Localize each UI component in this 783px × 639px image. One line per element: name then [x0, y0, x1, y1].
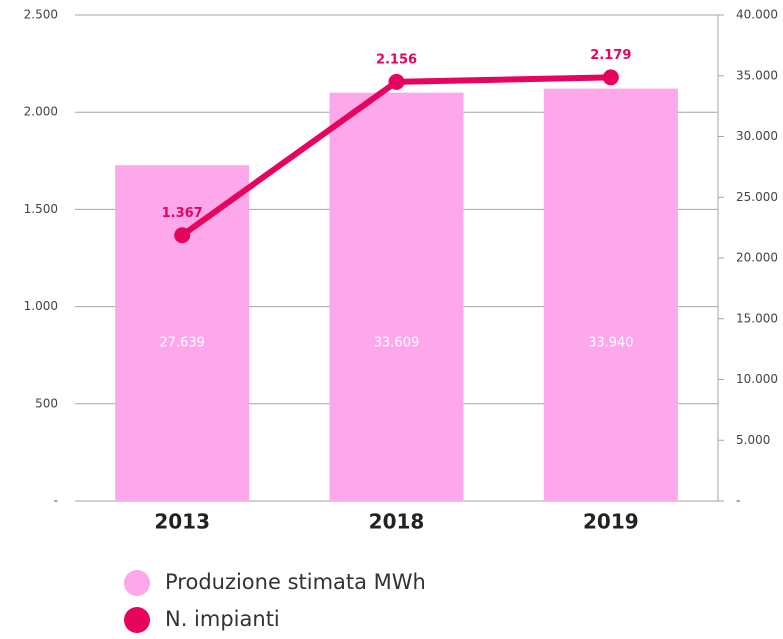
bar-value-label: 33.940: [588, 336, 634, 351]
legend-label: N. impianti: [165, 607, 280, 631]
y-tick-label: 1.500: [24, 202, 58, 216]
y2-tick-label: 5.000: [736, 433, 770, 447]
bar: [329, 92, 464, 502]
y2-tick-label: 35.000: [736, 68, 778, 82]
x-tick-label: 2018: [369, 510, 425, 534]
bar-value-label: 27.639: [159, 336, 205, 351]
y2-tick-label: 10.000: [736, 372, 778, 386]
line-value-label: 1.367: [162, 206, 203, 221]
y-tick-label: 2.000: [24, 105, 58, 119]
legend-swatch: [124, 570, 150, 596]
line-point: [602, 69, 619, 86]
y-tick-label: -: [54, 494, 58, 508]
bar: [543, 88, 678, 501]
y2-tick-label: 25.000: [736, 190, 778, 204]
line-point: [388, 73, 405, 90]
x-tick-label: 2019: [583, 510, 639, 534]
line-value-label: 2.179: [590, 48, 631, 63]
y-tick-label: 1.000: [24, 299, 58, 313]
legend-swatch: [124, 607, 150, 633]
bar-value-label: 33.609: [374, 336, 420, 351]
legend-label: Produzione stimata MWh: [165, 570, 426, 594]
y2-tick-label: -: [736, 494, 740, 508]
bar: [115, 165, 250, 501]
y2-tick-label: 30.000: [736, 129, 778, 143]
x-tick-label: 2013: [154, 510, 210, 534]
line-point: [174, 227, 191, 244]
y-tick-label: 2.500: [24, 8, 58, 22]
y2-tick-label: 15.000: [736, 311, 778, 325]
line-value-label: 2.156: [376, 52, 417, 67]
y2-tick-label: 40.000: [736, 8, 778, 22]
y-tick-label: 500: [35, 396, 58, 410]
y2-tick-label: 20.000: [736, 251, 778, 265]
